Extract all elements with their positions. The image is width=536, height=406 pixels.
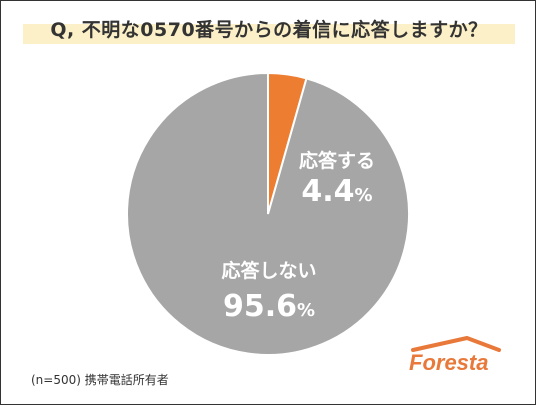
slice-label-1: 応答しない: [221, 259, 316, 282]
slice-label-0: 応答する: [299, 149, 375, 172]
foresta-logo: Foresta: [409, 336, 501, 375]
slice-value-1: 95.6%: [223, 289, 315, 324]
chart-title: Q, 不明な0570番号からの着信に応答しますか？: [50, 19, 488, 41]
pie-slice-no-respond: [126, 71, 410, 356]
svg-text:Foresta: Foresta: [409, 350, 488, 375]
slice-value-0: 4.4%: [301, 174, 372, 209]
sample-note: (n=500) 携帯電話所有者: [31, 373, 169, 387]
title-highlight: [23, 24, 515, 44]
